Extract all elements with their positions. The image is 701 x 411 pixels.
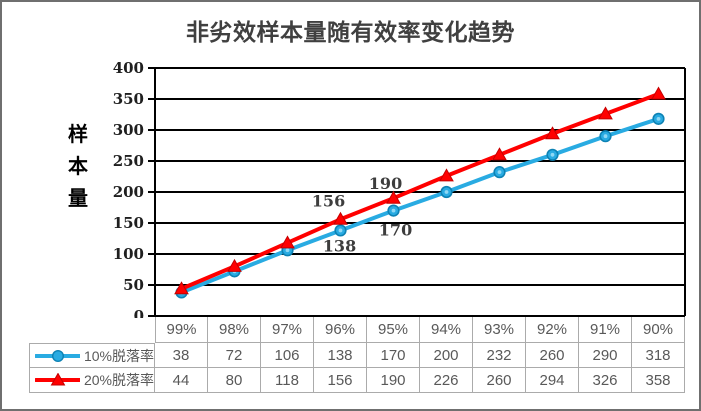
marker-highlight [550, 152, 555, 157]
category-header: 91% [579, 317, 632, 343]
table-value-cell: 200 [420, 343, 473, 368]
table-value-cell: 326 [579, 368, 632, 393]
category-header: 93% [473, 317, 526, 343]
data-label: 156 [312, 191, 345, 210]
table-value-cell: 138 [314, 343, 367, 368]
legend-label: 20%脱落率 [83, 372, 154, 388]
y-axis-tick-label: 350 [113, 90, 144, 108]
data-label: 170 [379, 221, 412, 240]
table-value-cell: 170 [367, 343, 420, 368]
y-axis-tick-label: 50 [123, 276, 144, 294]
table-value-cell: 260 [473, 368, 526, 393]
table-value-cell: 118 [261, 368, 314, 393]
table-value-cell: 72 [208, 343, 261, 368]
marker-highlight [444, 190, 449, 194]
marker-highlight [603, 134, 608, 139]
table-value-cell: 260 [526, 343, 579, 368]
table-value-cell: 106 [261, 343, 314, 368]
y-axis-tick-label: 300 [113, 121, 144, 139]
legend-triangle-marker-icon [35, 373, 80, 386]
data-point-marker [492, 147, 507, 161]
y-axis-title-char: 量 [68, 188, 88, 210]
table-value-cell: 156 [314, 368, 367, 393]
y-axis-title: 样本量 [65, 119, 91, 215]
y-axis-title-char: 本 [68, 156, 88, 178]
data-table: 99% 98% 97% 96% 95% 94% 93% 92% 91% 90% 10%脱落率 38 72… [29, 317, 685, 393]
marker-highlight [656, 116, 661, 121]
data-point-marker [651, 86, 666, 100]
category-header: 99% [155, 317, 208, 343]
data-point-marker [280, 235, 295, 249]
category-header: 90% [632, 317, 685, 343]
series-line-10%脱落率 [179, 116, 661, 295]
category-header: 92% [526, 317, 579, 343]
marker-highlight [338, 228, 343, 233]
y-axis-tick-label: 0 [134, 307, 144, 318]
data-point-marker [174, 281, 189, 295]
plot-area: 0 50 100 150 200 250 300 350 400 156 190 138 170 [113, 59, 686, 318]
legend-label: 10%脱落率 [83, 347, 154, 364]
data-point-marker [227, 258, 242, 272]
legend-circle-marker-icon [35, 349, 80, 362]
table-value-cell: 318 [632, 343, 685, 368]
y-axis-tick-label: 400 [113, 59, 144, 77]
legend-item-20%脱落率: 20%脱落率 [29, 368, 155, 393]
data-label: 190 [369, 174, 402, 193]
marker-highlight [285, 248, 290, 253]
table-value-cell: 80 [208, 368, 261, 393]
table-value-cell: 44 [155, 368, 208, 393]
y-axis-tick-label: 100 [113, 245, 144, 263]
data-point-marker [598, 106, 613, 120]
table-value-cell: 190 [367, 368, 420, 393]
marker-highlight [497, 170, 502, 175]
category-header: 98% [208, 317, 261, 343]
table-value-cell: 226 [420, 368, 473, 393]
data-point-marker [333, 211, 348, 225]
data-point-marker [545, 126, 560, 140]
y-axis-tick-label: 150 [113, 214, 144, 232]
table-corner-cell [29, 317, 155, 343]
series-line-20%脱落率 [179, 92, 661, 291]
table-value-cell: 294 [526, 368, 579, 393]
marker-highlight [391, 208, 396, 213]
category-header: 96% [314, 317, 367, 343]
legend-item-10%脱落率: 10%脱落率 [29, 343, 155, 368]
category-header: 95% [367, 317, 420, 343]
y-axis-title-char: 样 [68, 124, 88, 146]
table-value-cell: 290 [579, 343, 632, 368]
chart-title: 非劣效样本量随有效率变化趋势 [186, 19, 515, 45]
data-label: 138 [323, 236, 356, 255]
table-value-cell: 232 [473, 343, 526, 368]
table-value-cell: 358 [632, 368, 685, 393]
data-point-marker [439, 168, 454, 182]
y-axis-tick-label: 200 [113, 183, 144, 201]
category-header: 97% [261, 317, 314, 343]
category-header: 94% [420, 317, 473, 343]
data-point-marker [386, 190, 401, 204]
y-axis-tick-label: 250 [113, 152, 144, 170]
table-value-cell: 38 [155, 343, 208, 368]
